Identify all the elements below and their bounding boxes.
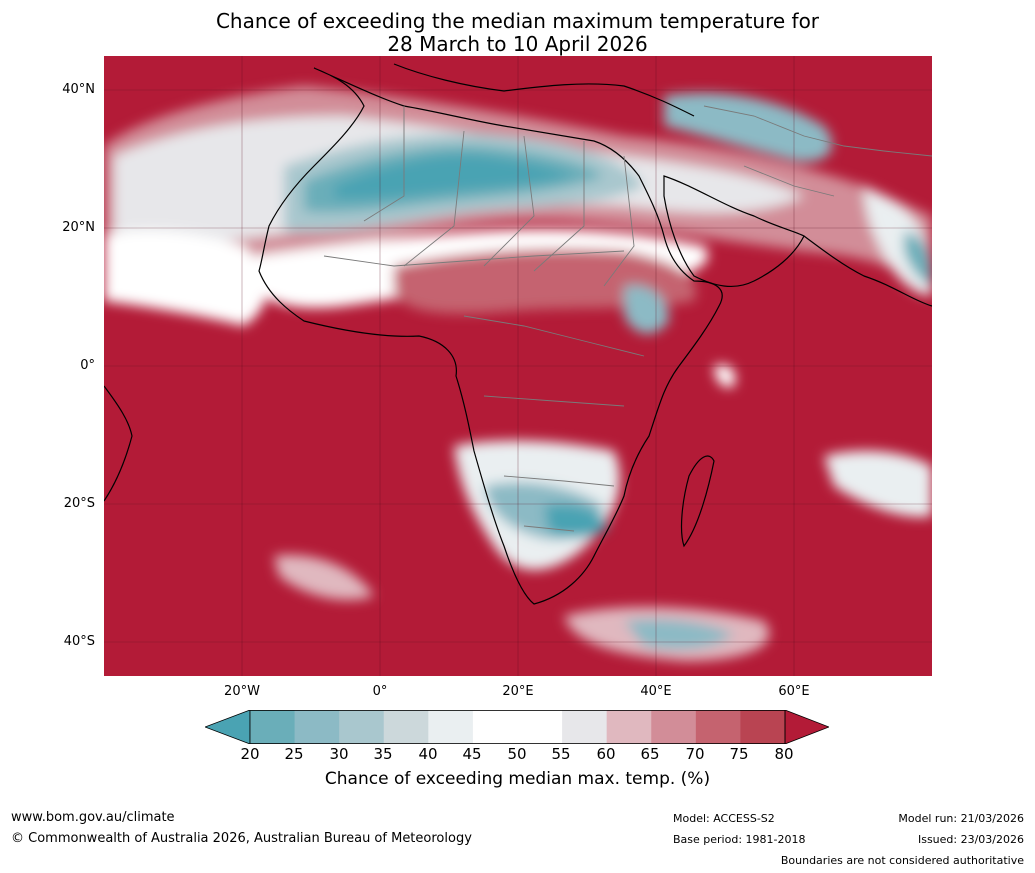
lat-label-0: 0° — [80, 358, 95, 373]
map-graphic — [104, 56, 932, 676]
colorbar-segment — [294, 710, 340, 744]
lon-label-60e: 60°E — [778, 684, 810, 699]
colorbar-segment — [472, 710, 518, 744]
colorbar-segment — [250, 710, 296, 744]
footer-disclaimer: Boundaries are not considered authoritat… — [780, 854, 1024, 867]
colorbar-segment — [339, 710, 385, 744]
colorbar — [205, 710, 829, 744]
graticule — [104, 56, 932, 676]
lat-label-40s: 40°S — [63, 634, 95, 649]
lon-label-20w: 20°W — [224, 684, 260, 699]
footer-base-period: Base period: 1981-2018 — [673, 833, 806, 846]
colorbar-tick: 20 — [240, 745, 260, 763]
colorbar-label: Chance of exceeding median max. temp. (%… — [324, 769, 711, 789]
colorbar-tick: 40 — [418, 745, 438, 763]
footer-model-run: Model run: 21/03/2026 — [898, 812, 1024, 825]
lon-label-0: 0° — [372, 684, 388, 699]
map-title-line2: 28 March to 10 April 2026 — [387, 32, 648, 56]
lat-label-20s: 20°S — [63, 496, 95, 511]
lon-label-40e: 40°E — [640, 684, 672, 699]
colorbar-tick: 50 — [507, 745, 527, 763]
colorbar-tick: 45 — [462, 745, 482, 763]
colorbar-segment — [562, 710, 608, 744]
colorbar-under-arrow — [205, 710, 251, 744]
colorbar-tick: 55 — [551, 745, 571, 763]
colorbar-tick: 30 — [329, 745, 349, 763]
footer-copyright: © Commonwealth of Australia 2026, Austra… — [11, 831, 472, 846]
footer-url[interactable]: www.bom.gov.au/climate — [11, 810, 175, 825]
colorbar-segment — [428, 710, 474, 744]
lat-label-20n: 20°N — [62, 220, 95, 235]
footer-issued: Issued: 23/03/2026 — [917, 833, 1024, 846]
colorbar-tick: 25 — [284, 745, 304, 763]
colorbar-tick: 80 — [774, 745, 794, 763]
colorbar-segment — [740, 710, 786, 744]
lon-label-20e: 20°E — [502, 684, 534, 699]
colorbar-tick: 35 — [373, 745, 393, 763]
colorbar-tick: 70 — [685, 745, 705, 763]
colorbar-segment — [383, 710, 429, 744]
colorbar-segment — [606, 710, 652, 744]
probability-map — [104, 56, 932, 676]
coastlines — [104, 63, 932, 605]
colorbar-tick: 65 — [640, 745, 660, 763]
map-title-line1: Chance of exceeding the median maximum t… — [215, 9, 820, 33]
colorbar-segment — [695, 710, 741, 744]
colorbar-frame — [249, 710, 786, 744]
colorbar-segment — [651, 710, 697, 744]
colorbar-tick: 60 — [596, 745, 616, 763]
colorbar-segment — [517, 710, 563, 744]
footer-model: Model: ACCESS-S2 — [673, 812, 775, 825]
colorbar-over-arrow — [784, 710, 829, 744]
lat-label-40n: 40°N — [62, 82, 95, 97]
country-borders — [323, 105, 932, 532]
colorbar-tick: 75 — [729, 745, 749, 763]
